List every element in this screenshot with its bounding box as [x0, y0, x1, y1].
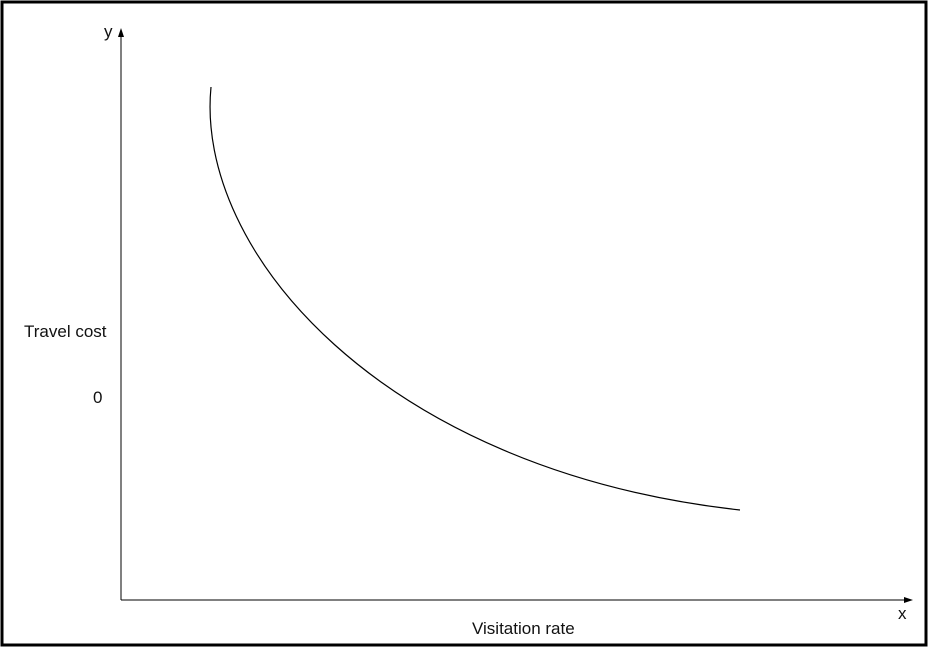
x-axis-label: Visitation rate	[472, 619, 575, 638]
y-tick-label-zero: 0	[93, 388, 102, 407]
y-axis-label: Travel cost	[24, 322, 107, 341]
y-axis-arrowhead	[118, 28, 124, 37]
x-axis-arrowhead	[904, 597, 913, 603]
y-axis-symbol: y	[104, 22, 113, 41]
demand-curve	[209, 86, 741, 511]
x-axis-symbol: x	[898, 604, 907, 623]
